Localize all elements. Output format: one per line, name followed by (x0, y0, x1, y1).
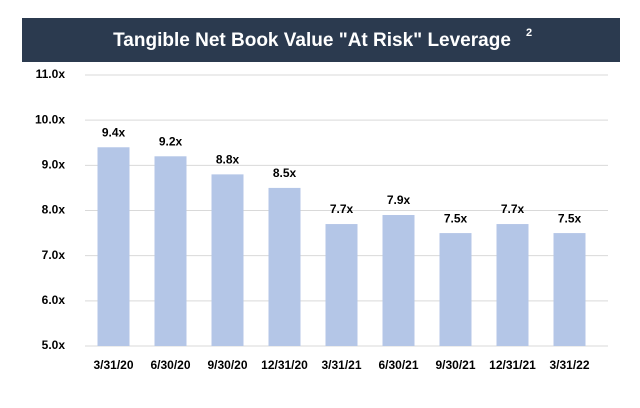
bar (439, 233, 472, 346)
x-tick-label: 6/30/21 (378, 358, 418, 372)
bar (553, 233, 586, 346)
bar (154, 156, 187, 346)
chart-title: Tangible Net Book Value "At Risk" Levera… (113, 30, 511, 51)
title-footnote: 2 (526, 27, 532, 39)
x-tick-label: 9/30/21 (435, 358, 475, 372)
y-tick-label: 6.0x (42, 293, 66, 307)
y-tick-label: 7.0x (42, 248, 66, 262)
bar (496, 224, 529, 346)
y-tick-label: 9.0x (42, 158, 66, 172)
data-label: 7.5x (558, 211, 582, 225)
bar (382, 215, 415, 346)
x-tick-label: 3/31/21 (321, 358, 361, 372)
y-tick-label: 5.0x (42, 338, 66, 352)
x-tick-label: 3/31/20 (93, 358, 133, 372)
x-tick-label: 12/31/21 (489, 358, 536, 372)
data-label: 7.7x (501, 202, 525, 216)
x-tick-label: 12/31/20 (261, 358, 308, 372)
data-label: 7.9x (387, 193, 411, 207)
x-tick-label: 3/31/22 (549, 358, 589, 372)
data-label: 8.8x (216, 153, 240, 167)
bar (97, 147, 130, 346)
data-label: 8.5x (273, 166, 297, 180)
data-label: 9.4x (102, 125, 126, 139)
x-tick-label: 6/30/20 (150, 358, 190, 372)
data-label: 7.7x (330, 202, 354, 216)
y-tick-label: 8.0x (42, 203, 66, 217)
data-label: 7.5x (444, 211, 468, 225)
data-label: 9.2x (159, 134, 183, 148)
y-tick-label: 10.0x (35, 112, 65, 126)
y-tick-label: 11.0x (36, 67, 66, 81)
bar (211, 174, 244, 346)
bar (268, 187, 301, 346)
bar (325, 224, 358, 346)
title-bar (22, 18, 620, 62)
x-tick-label: 9/30/20 (207, 358, 247, 372)
